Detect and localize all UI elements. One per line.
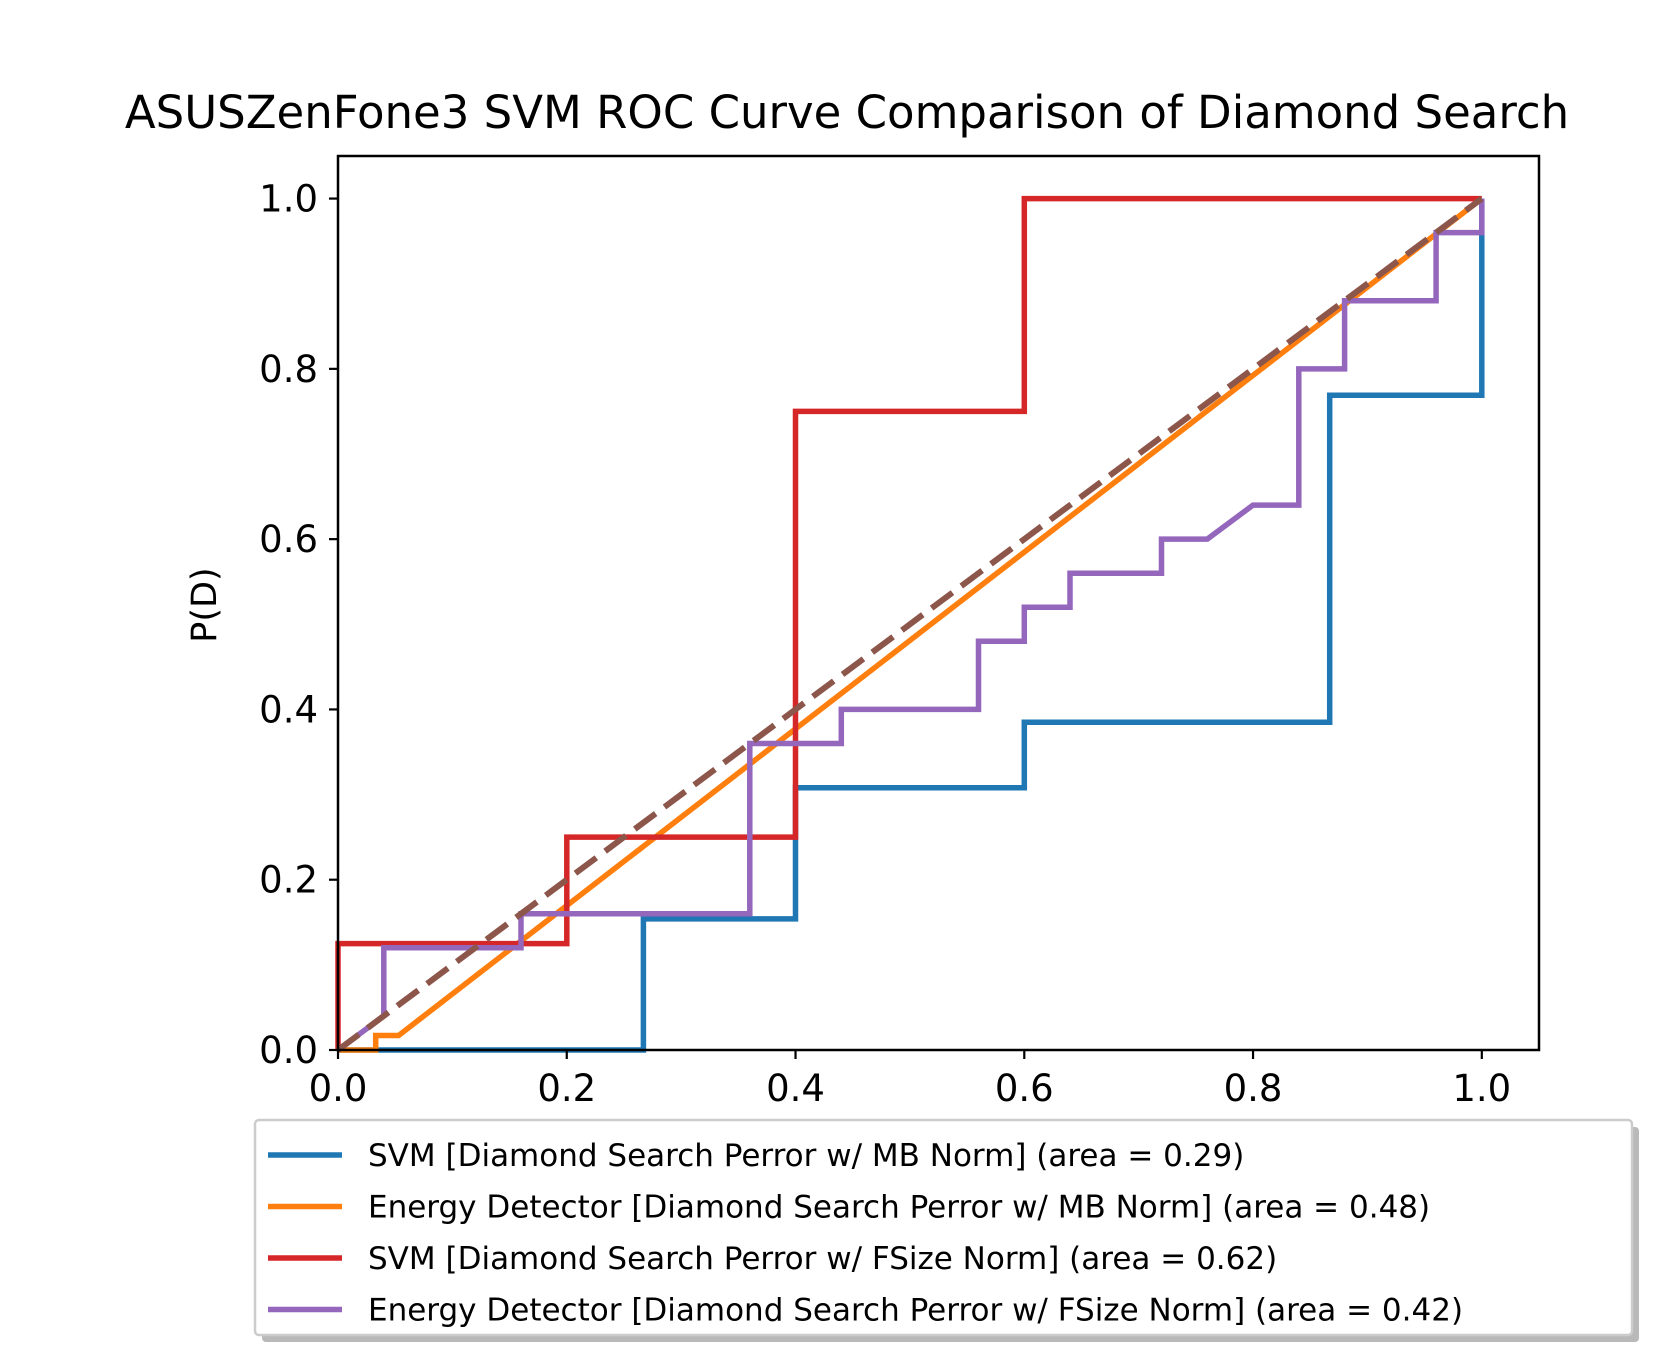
x-axis-ticks: 0.0 0.2 0.4 0.6 0.8 1.0 [309, 1050, 1511, 1110]
y-tick-label: 0.4 [259, 688, 318, 731]
chance-reference-line [336, 196, 1484, 1053]
chart-title: ASUSZenFone3 SVM ROC Curve Comparison of… [125, 86, 1569, 139]
series-line-3 [335, 195, 1482, 1050]
x-tick-label: 0.8 [1224, 1067, 1283, 1110]
legend: SVM [Diamond Search Perror w/ MB Norm] (… [253, 1118, 1639, 1342]
legend-label-1: SVM [Diamond Search Perror w/ MB Norm] (… [368, 1138, 1244, 1174]
x-tick-label: 0.4 [766, 1067, 825, 1110]
legend-box [253, 1118, 1634, 1337]
legend-items: SVM [Diamond Search Perror w/ MB Norm] (… [268, 1138, 1463, 1329]
legend-label-3: SVM [Diamond Search Perror w/ FSize Norm… [368, 1241, 1277, 1277]
x-tick-label: 0.2 [537, 1067, 596, 1110]
plot-frame [336, 154, 1541, 1052]
series-line-4 [336, 198, 1485, 1053]
x-tick-label: 0.6 [995, 1067, 1054, 1110]
y-tick-label: 0.0 [259, 1029, 318, 1072]
y-tick-label: 0.6 [259, 518, 318, 561]
y-tick-label: 0.2 [259, 859, 318, 902]
y-axis-ticks: 0.0 0.2 0.4 0.6 0.8 1.0 [259, 178, 338, 1072]
y-axis-label: P(D) [185, 567, 225, 642]
legend-label-4: Energy Detector [Diamond Search Perror w… [368, 1293, 1463, 1329]
x-tick-label: 1.0 [1452, 1067, 1511, 1110]
legend-label-2: Energy Detector [Diamond Search Perror w… [368, 1190, 1430, 1226]
y-tick-label: 1.0 [259, 178, 318, 221]
y-tick-label: 0.8 [259, 348, 318, 391]
series-line-1 [338, 198, 1485, 1053]
x-tick-label: 0.0 [309, 1067, 368, 1110]
